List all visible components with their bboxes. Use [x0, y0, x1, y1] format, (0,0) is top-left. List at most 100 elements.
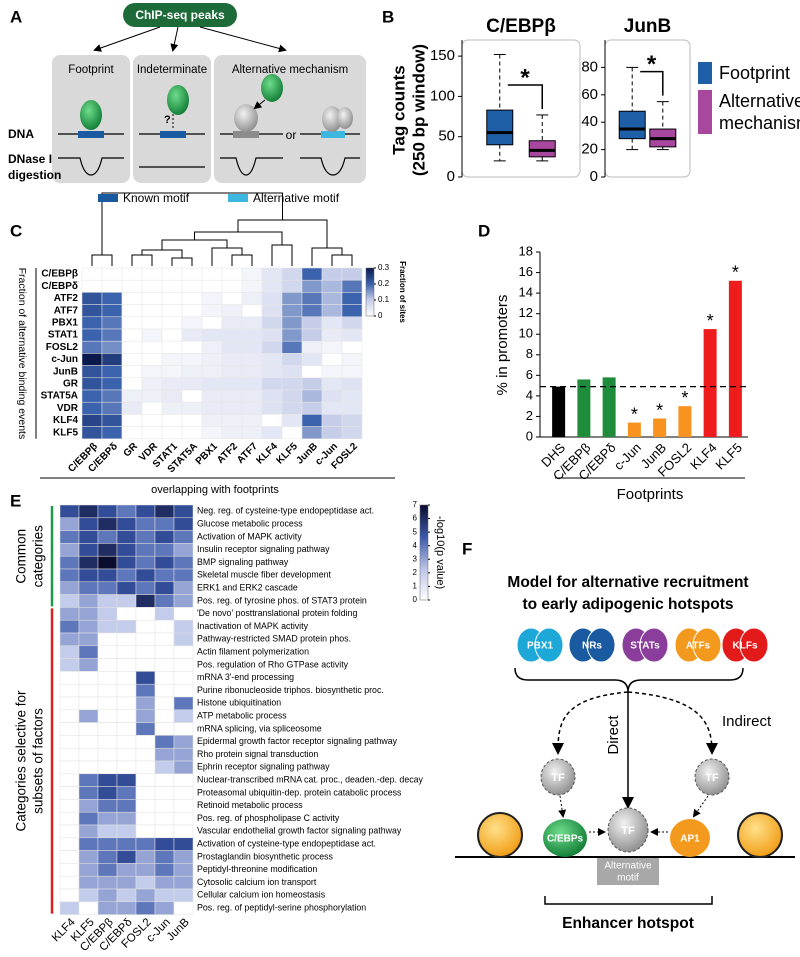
heatmap-cell [121, 426, 143, 440]
heatmap-cell [341, 377, 363, 391]
bar [653, 418, 667, 437]
model-title: Model for alternative recruitment [507, 574, 748, 591]
heatmap-cell [59, 671, 80, 685]
heatmap-cell [78, 709, 99, 723]
heatmap-cell [301, 401, 323, 415]
heatmap-cell [173, 632, 194, 647]
heatmap-cell [78, 735, 99, 749]
heatmap-cell [154, 773, 175, 787]
heatmap-cell [261, 389, 283, 403]
heatmap-cell [154, 517, 175, 531]
factor-label: NRs [582, 641, 602, 652]
y-tick-label: 6 [526, 367, 533, 382]
heatmap-cell [201, 365, 223, 379]
heatmap-cell [116, 811, 137, 826]
row-label: PBX1 [52, 318, 79, 329]
heatmap-cell [181, 401, 203, 415]
heatmap-cell [78, 837, 99, 851]
heatmap-cell [341, 279, 363, 293]
heatmap-cell [154, 786, 175, 800]
legend-swatch [698, 62, 712, 84]
heatmap-cell [181, 267, 203, 281]
plot-title: C/EBPβ [486, 16, 556, 37]
heatmap-cell [141, 267, 163, 281]
heatmap-cell [281, 279, 303, 293]
heatmap-cell [78, 504, 99, 519]
colorbar-tick-label: 5 [413, 527, 418, 536]
factor [692, 627, 722, 663]
heatmap-cell [121, 365, 143, 379]
heatmap-cell [173, 581, 194, 595]
heatmap-cell [173, 811, 194, 826]
heatmap-cell [59, 658, 80, 672]
panel-label: C [10, 221, 22, 240]
heatmap-cell [78, 568, 99, 583]
heatmap-cell [154, 619, 175, 634]
heatmap-cell [154, 696, 175, 711]
heatmap-cell [341, 304, 363, 318]
row-label: mRNA 3'-end processing [197, 672, 294, 682]
heatmap-cell [181, 377, 203, 391]
heatmap-cell [154, 504, 175, 519]
heatmap-cell [116, 709, 137, 723]
row-label: GR [63, 379, 79, 390]
heatmap-cell [261, 353, 283, 366]
motif-label: motif [617, 873, 639, 884]
heatmap-cell [173, 709, 194, 723]
heatmap-cell [97, 786, 118, 800]
heatmap-cell [154, 735, 175, 749]
heatmap-cell [116, 607, 137, 621]
heatmap-cell [221, 304, 243, 318]
heatmap-cell [154, 683, 175, 698]
row-label: Nuclear-transcribed mRNA cat. proc., dea… [197, 775, 423, 785]
heatmap-cell [321, 292, 343, 305]
heatmap-cell [161, 365, 183, 379]
x-tick-label: KLF5 [712, 440, 745, 473]
heatmap-cell [141, 401, 163, 415]
heatmap-cell [181, 365, 203, 379]
row-label: VDR [57, 403, 79, 414]
legend-swatch [698, 90, 712, 134]
heatmap-cell [121, 279, 143, 293]
row-label: Peptidyl-threonine modification [197, 864, 317, 874]
heatmap-cell [341, 365, 363, 379]
heatmap-cell [81, 365, 103, 379]
heatmap-cell [154, 875, 175, 890]
row-label: Actin filament polymerization [197, 647, 309, 657]
known-motif [78, 131, 104, 138]
heatmap-cell [81, 353, 103, 366]
tf [167, 85, 189, 115]
heatmap-cell [59, 901, 80, 915]
row-label: Ephrin receptor signaling pathway [197, 762, 330, 772]
arrow [692, 795, 709, 818]
bar [577, 379, 591, 437]
hotspot-bracket [544, 896, 713, 905]
heatmap-cell [181, 328, 203, 342]
heatmap-cell [78, 607, 99, 621]
heatmap-cell [97, 632, 118, 647]
row-label: Pathway-restricted SMAD protein phos. [197, 634, 351, 644]
heatmap-cell [97, 543, 118, 557]
row-label: Activation of MAPK activity [197, 531, 302, 541]
heatmap-cell [154, 722, 175, 736]
significance-mark: * [732, 263, 739, 283]
heatmap-cell [97, 568, 118, 583]
heatmap-cell [173, 799, 194, 813]
source-label: ChIP-seq peaks [135, 8, 225, 22]
heatmap-cell [154, 671, 175, 685]
heatmap-cell [97, 696, 118, 711]
row-label: KLF5 [53, 427, 78, 438]
arrow [253, 99, 266, 110]
heatmap-cell [116, 863, 137, 877]
colorbar-label: -log10(p value) [434, 516, 446, 589]
heatmap-cell [116, 735, 137, 749]
heatmap-cell [97, 658, 118, 672]
heatmap-cell [181, 414, 203, 427]
heatmap-cell [116, 696, 137, 711]
ap1-label: AP1 [680, 834, 700, 845]
heatmap-cell [59, 504, 80, 519]
heatmap-cell [78, 683, 99, 698]
heatmap-cell [101, 353, 123, 366]
heatmap-cell [221, 389, 243, 403]
heatmap-cell [241, 353, 263, 366]
